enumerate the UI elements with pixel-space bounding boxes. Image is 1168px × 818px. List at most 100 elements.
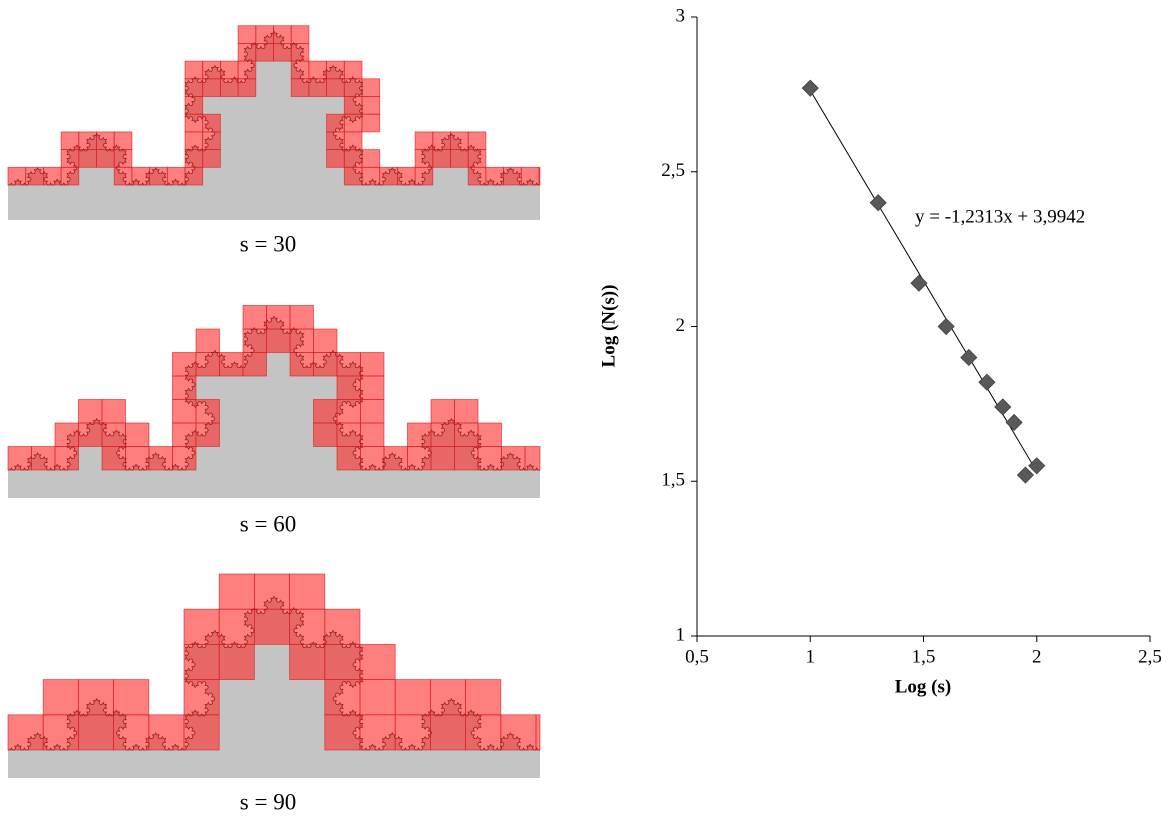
koch-curve xyxy=(8,30,540,186)
covering-box xyxy=(343,166,363,186)
trendline-label: y = -1,2313x + 3,9942 xyxy=(915,206,1085,227)
panel-label: s = 30 xyxy=(240,231,296,256)
covering-box xyxy=(289,644,326,681)
covering-box xyxy=(78,422,103,447)
x-tick-label: 2 xyxy=(1032,646,1042,667)
data-point xyxy=(978,373,996,391)
data-point xyxy=(1016,466,1034,484)
covering-box xyxy=(360,375,385,400)
covering-box xyxy=(324,714,361,751)
covering-box xyxy=(467,149,487,168)
covering-box xyxy=(336,399,361,424)
covering-box xyxy=(359,679,396,716)
x-tick-label: 0,5 xyxy=(685,646,709,667)
covering-box xyxy=(289,305,314,330)
koch-curve xyxy=(8,595,540,751)
covering-box xyxy=(60,149,80,168)
fractal-area xyxy=(8,316,540,498)
covering-box xyxy=(273,43,292,62)
y-tick-label: 2,5 xyxy=(661,160,685,181)
covering-box xyxy=(195,399,220,424)
covering-box xyxy=(290,43,310,62)
covering-box xyxy=(253,573,290,610)
y-tick-label: 2 xyxy=(676,315,686,336)
covering-box xyxy=(78,679,115,716)
covering-box xyxy=(237,25,257,44)
covering-box xyxy=(429,714,466,751)
covering-box xyxy=(429,679,466,716)
x-tick-label: 1,5 xyxy=(912,646,936,667)
y-tick-label: 1,5 xyxy=(661,470,685,491)
y-tick-label: 1 xyxy=(676,624,686,645)
covering-box xyxy=(313,422,338,447)
covering-box xyxy=(219,60,239,80)
covering-box xyxy=(467,166,487,186)
y-axis-title: Log (N(s)) xyxy=(598,285,619,368)
x-tick-label: 2,5 xyxy=(1138,646,1162,667)
covering-box xyxy=(166,166,186,186)
covering-box xyxy=(359,714,396,751)
covering-box xyxy=(454,399,479,424)
covering-box xyxy=(361,113,381,133)
data-point xyxy=(869,194,887,212)
covering-box xyxy=(43,166,62,186)
covering-box xyxy=(360,399,385,424)
covering-box xyxy=(465,679,502,716)
covering-box xyxy=(454,422,479,447)
covering-box xyxy=(113,166,133,186)
covering-box xyxy=(360,352,385,377)
covering-box xyxy=(148,714,185,751)
covering-box xyxy=(78,399,103,424)
covering-box xyxy=(101,399,126,424)
covering-box xyxy=(326,78,345,97)
covering-box xyxy=(218,608,255,645)
x-tick-label: 1 xyxy=(806,646,816,667)
box-counting-panels xyxy=(7,25,541,778)
covering-box xyxy=(343,131,363,150)
covering-box xyxy=(290,25,310,44)
covering-box xyxy=(432,149,451,168)
covering-box xyxy=(336,375,361,400)
covering-box xyxy=(183,714,220,751)
data-point xyxy=(801,79,819,97)
fractal-area xyxy=(8,596,540,778)
covering-box xyxy=(202,149,221,168)
covering-box xyxy=(535,714,541,751)
covering-box xyxy=(324,644,361,681)
covering-box xyxy=(113,679,150,716)
y-tick-label: 3 xyxy=(676,5,686,26)
covering-box xyxy=(54,422,79,447)
panel-label: s = 60 xyxy=(240,511,296,536)
covering-box xyxy=(313,328,338,353)
covering-box xyxy=(184,60,204,80)
covering-box xyxy=(219,78,239,97)
covering-box xyxy=(78,149,97,168)
covering-box xyxy=(396,166,416,186)
covering-box xyxy=(454,446,479,471)
covering-box xyxy=(465,714,502,751)
covering-box xyxy=(42,679,79,716)
covering-box xyxy=(253,608,290,645)
x-axis-title: Log (s) xyxy=(895,676,951,697)
covering-box xyxy=(336,422,361,447)
covering-box xyxy=(326,149,345,168)
covering-box xyxy=(467,131,487,150)
covering-box xyxy=(520,166,540,186)
covering-box xyxy=(113,714,150,751)
data-point xyxy=(910,274,928,292)
covering-box xyxy=(361,96,381,115)
covering-box xyxy=(183,644,220,681)
data-point xyxy=(1005,413,1023,432)
covering-box xyxy=(407,422,432,447)
covering-box xyxy=(218,644,255,681)
covering-box xyxy=(218,573,255,610)
covering-box xyxy=(343,60,363,80)
fractal-area xyxy=(8,31,540,220)
covering-box xyxy=(361,149,381,168)
covering-box xyxy=(360,422,385,447)
covering-box xyxy=(125,422,150,447)
covering-box xyxy=(195,422,220,447)
covering-box xyxy=(289,608,326,645)
covering-box xyxy=(538,166,541,186)
data-point xyxy=(994,398,1012,416)
